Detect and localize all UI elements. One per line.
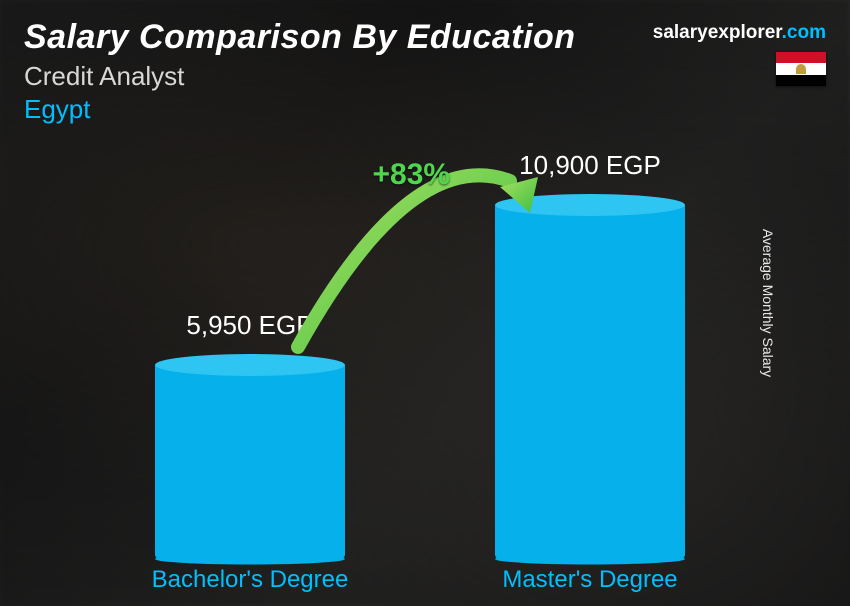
percent-increase-badge: +83% <box>373 158 451 192</box>
brand-logo: salaryexplorer.com <box>653 22 826 44</box>
country-flag-icon <box>776 52 826 86</box>
category-label-bachelors: Bachelor's Degree <box>120 566 380 594</box>
bar-bottom-ellipse <box>495 554 685 565</box>
flag-stripe-black <box>776 75 826 86</box>
bar-bottom-ellipse <box>155 554 345 565</box>
flag-stripe-red <box>776 52 826 63</box>
brand-name: salaryexplorer <box>653 22 782 43</box>
brand-tld: .com <box>782 22 826 43</box>
bar-chart: 5,950 EGP Bachelor's Degree 10,900 EGP M… <box>0 146 850 606</box>
job-title: Credit Analyst <box>24 61 826 92</box>
y-axis-label: Average Monthly Salary <box>760 229 776 377</box>
category-label-masters: Master's Degree <box>460 566 720 594</box>
country-name: Egypt <box>24 94 826 125</box>
flag-emblem-icon <box>796 64 806 74</box>
